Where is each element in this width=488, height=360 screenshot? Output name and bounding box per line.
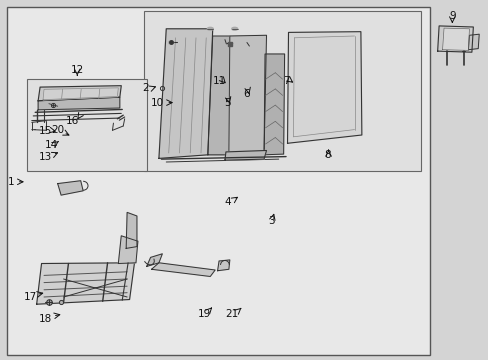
FancyBboxPatch shape — [27, 79, 146, 171]
Polygon shape — [437, 26, 472, 52]
Ellipse shape — [231, 27, 237, 30]
Polygon shape — [38, 97, 120, 110]
Text: 2: 2 — [142, 83, 148, 93]
Polygon shape — [224, 150, 266, 160]
Polygon shape — [126, 212, 137, 248]
Text: 16: 16 — [65, 116, 79, 126]
Polygon shape — [468, 34, 478, 50]
Text: 19: 19 — [197, 309, 211, 319]
Text: 17: 17 — [23, 292, 37, 302]
Polygon shape — [43, 88, 118, 100]
Ellipse shape — [207, 27, 213, 30]
Polygon shape — [38, 86, 121, 101]
Polygon shape — [146, 254, 162, 266]
Polygon shape — [287, 32, 361, 143]
Polygon shape — [58, 181, 83, 195]
Text: 10: 10 — [151, 98, 163, 108]
Text: 11: 11 — [212, 76, 225, 86]
Text: 12: 12 — [70, 65, 84, 75]
Text: 7: 7 — [282, 76, 289, 86]
Polygon shape — [228, 35, 266, 156]
Text: 4: 4 — [224, 197, 230, 207]
FancyBboxPatch shape — [144, 11, 420, 171]
Text: 20: 20 — [51, 125, 64, 135]
Text: 3: 3 — [267, 216, 274, 226]
Polygon shape — [159, 29, 212, 158]
Polygon shape — [37, 263, 134, 304]
Text: 8: 8 — [324, 150, 330, 160]
Text: 6: 6 — [243, 89, 250, 99]
Text: 13: 13 — [38, 152, 52, 162]
Text: 18: 18 — [38, 314, 52, 324]
Text: 14: 14 — [44, 140, 58, 150]
Polygon shape — [217, 260, 229, 271]
Polygon shape — [151, 263, 215, 276]
Polygon shape — [264, 54, 284, 155]
Text: 15: 15 — [38, 126, 52, 136]
FancyBboxPatch shape — [7, 7, 429, 355]
Text: 5: 5 — [224, 98, 230, 108]
Polygon shape — [207, 36, 229, 155]
Text: 21: 21 — [225, 309, 239, 319]
Ellipse shape — [168, 41, 173, 44]
Polygon shape — [442, 28, 468, 50]
Text: 1: 1 — [7, 177, 14, 187]
Polygon shape — [118, 236, 138, 264]
Text: 9: 9 — [448, 11, 455, 21]
